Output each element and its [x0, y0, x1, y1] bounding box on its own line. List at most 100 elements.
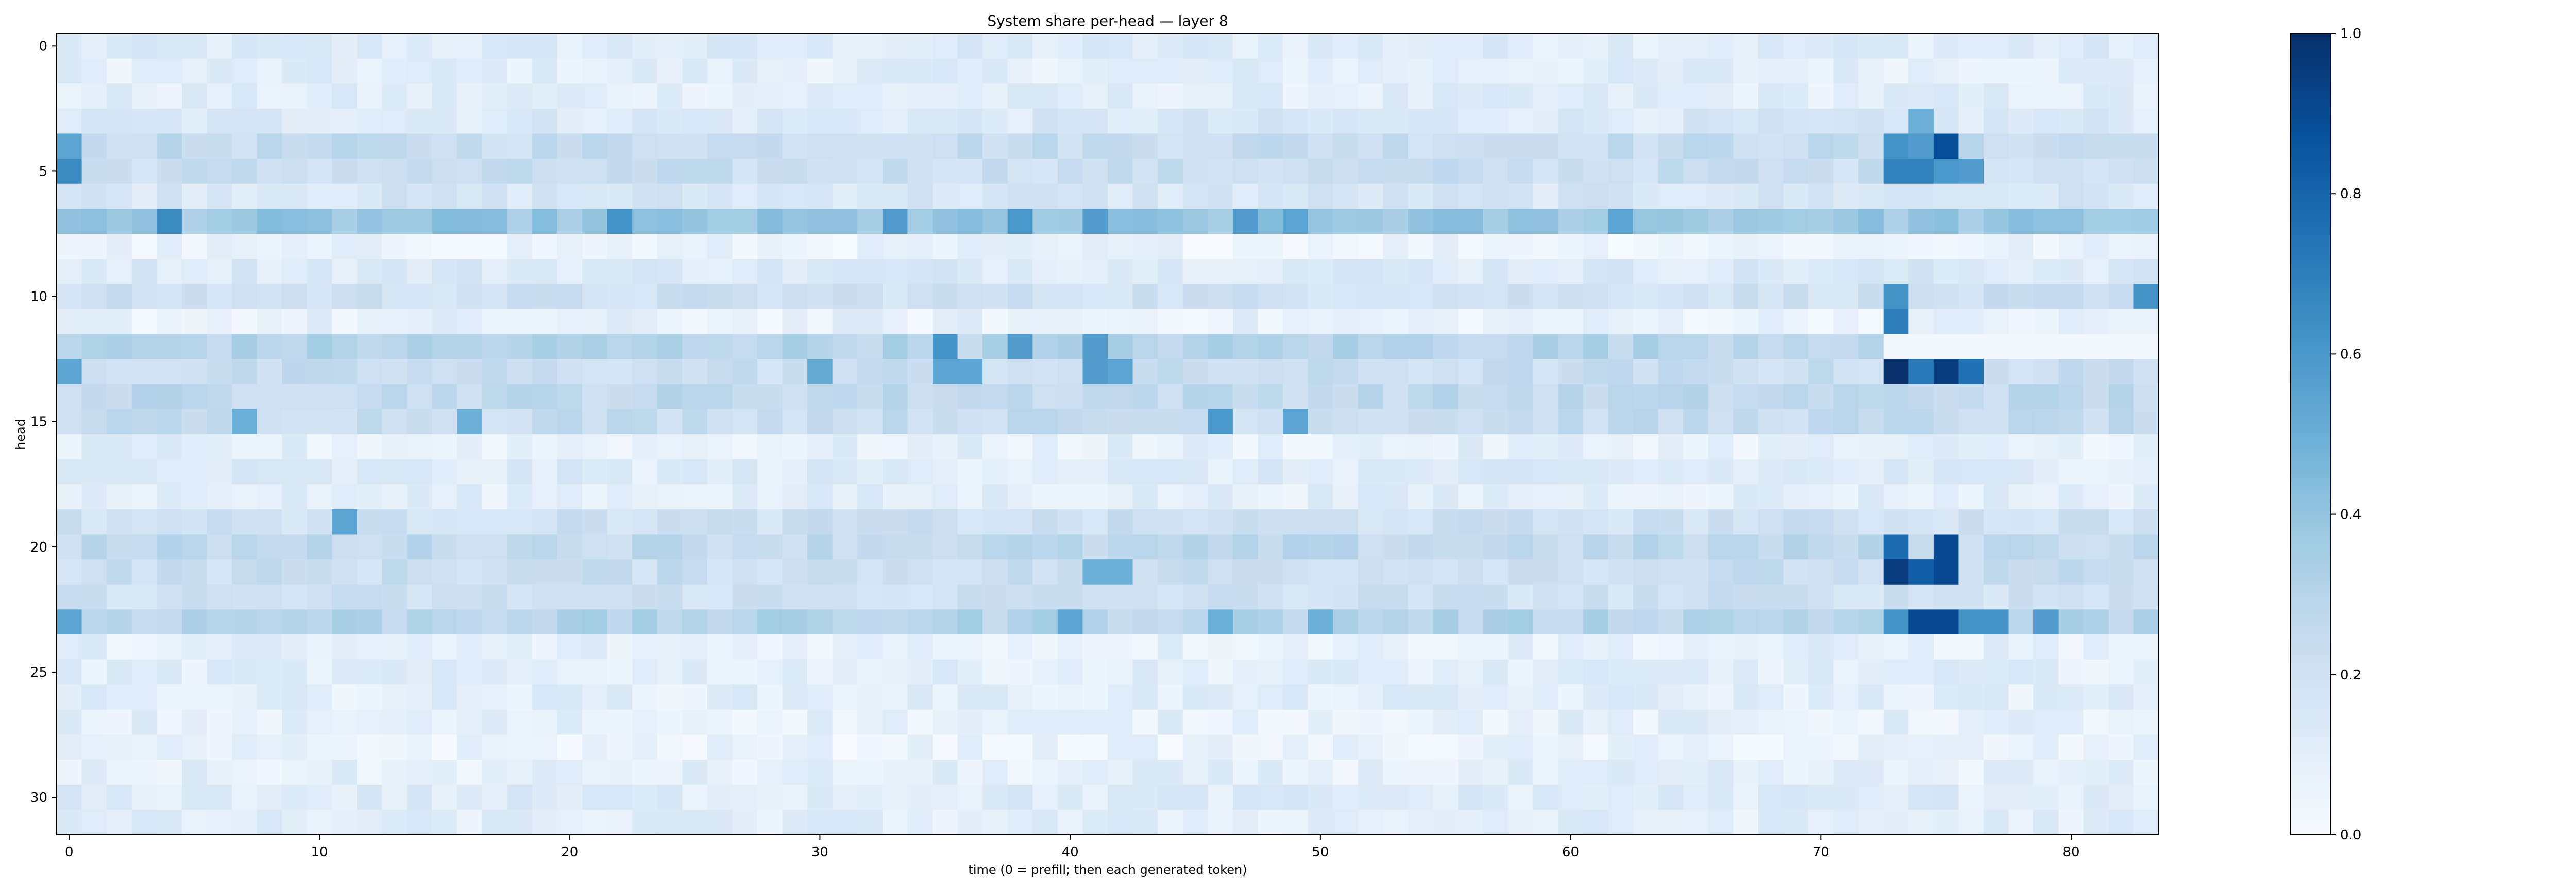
heatmap-cell — [357, 183, 383, 209]
heatmap-cell — [1984, 108, 2009, 134]
heatmap-cell — [1984, 159, 2009, 184]
heatmap-cell — [1308, 484, 1333, 510]
heatmap-cell — [1858, 659, 1884, 685]
heatmap-cell — [332, 409, 358, 435]
heatmap-cell — [1032, 108, 1058, 134]
heatmap-cell — [181, 334, 208, 359]
heatmap-cell — [157, 83, 182, 109]
heatmap-cell — [532, 334, 558, 359]
heatmap-cell — [1733, 159, 1759, 184]
heatmap-cell — [1132, 108, 1158, 134]
heatmap-cell — [1283, 459, 1309, 485]
heatmap-cell — [732, 58, 758, 84]
heatmap-cell — [282, 559, 308, 585]
heatmap-cell — [1758, 308, 1784, 335]
heatmap-cell — [982, 684, 1008, 710]
heatmap-cell — [407, 534, 433, 560]
heatmap-cell — [1708, 584, 1734, 610]
colorbar-tick-label: 0.6 — [2340, 347, 2361, 362]
heatmap-cell — [1733, 384, 1759, 409]
heatmap-cell — [582, 484, 608, 510]
heatmap-cell — [1132, 484, 1158, 510]
heatmap-cell — [257, 259, 282, 284]
heatmap-cell — [332, 259, 358, 284]
heatmap-cell — [1208, 584, 1233, 610]
heatmap-cell — [957, 234, 983, 260]
heatmap-cell — [1383, 434, 1409, 460]
heatmap-cell — [131, 659, 157, 685]
heatmap-cell — [507, 760, 533, 785]
heatmap-cell — [1883, 684, 1909, 710]
heatmap-cell — [2033, 584, 2059, 610]
heatmap-cell — [1258, 459, 1283, 485]
heatmap-cell — [732, 409, 758, 435]
heatmap-cell — [757, 784, 783, 810]
heatmap-cell — [307, 559, 332, 585]
heatmap-cell — [1057, 284, 1083, 310]
heatmap-cell — [1833, 559, 1859, 585]
heatmap-cell — [207, 559, 232, 585]
heatmap-cell — [1032, 133, 1058, 159]
heatmap-cell — [1984, 359, 2009, 385]
heatmap-cell — [1458, 784, 1484, 810]
heatmap-cell — [1683, 33, 1709, 59]
heatmap-cell — [657, 384, 683, 409]
heatmap-cell — [632, 359, 658, 385]
heatmap-cell — [807, 234, 833, 260]
heatmap-cell — [107, 108, 132, 134]
heatmap-cell — [682, 409, 708, 435]
heatmap-cell — [2108, 259, 2134, 284]
heatmap-cell — [382, 484, 408, 510]
heatmap-cell — [1007, 434, 1033, 460]
heatmap-cell — [807, 33, 833, 59]
heatmap-cell — [1258, 559, 1283, 585]
heatmap-cell — [207, 334, 232, 359]
colorbar-tick-label: 0.2 — [2340, 667, 2361, 683]
heatmap-cell — [1508, 659, 1534, 685]
heatmap-cell — [207, 108, 232, 134]
heatmap-cell — [757, 459, 783, 485]
heatmap-cell — [1383, 459, 1409, 485]
heatmap-cell — [1032, 760, 1058, 785]
heatmap-cell — [2108, 684, 2134, 710]
heatmap-cell — [607, 760, 633, 785]
heatmap-cell — [457, 409, 483, 435]
heatmap-cell — [1633, 634, 1659, 660]
heatmap-cell — [957, 609, 983, 635]
heatmap-cell — [1658, 209, 1684, 234]
heatmap-cell — [1383, 159, 1409, 184]
heatmap-cell — [407, 484, 433, 510]
heatmap-cell — [1508, 334, 1534, 359]
heatmap-cell — [2133, 334, 2159, 359]
heatmap-cell — [907, 760, 933, 785]
heatmap-cell — [1408, 459, 1434, 485]
heatmap-cell — [782, 183, 808, 209]
heatmap-cell — [2108, 359, 2134, 385]
heatmap-cell — [1132, 584, 1158, 610]
heatmap-cell — [81, 459, 107, 485]
heatmap-cell — [1933, 284, 1959, 310]
heatmap-cell — [832, 334, 858, 359]
heatmap-cell — [1733, 83, 1759, 109]
heatmap-cell — [933, 308, 958, 335]
heatmap-cell — [1783, 659, 1809, 685]
heatmap-cell — [707, 784, 733, 810]
heatmap-cell — [1007, 334, 1033, 359]
heatmap-cell — [707, 183, 733, 209]
heatmap-cell — [1683, 259, 1709, 284]
heatmap-cell — [257, 384, 282, 409]
heatmap-cell — [1733, 33, 1759, 59]
heatmap-cell — [1057, 509, 1083, 535]
heatmap-cell — [1182, 359, 1208, 385]
heatmap-cell — [1883, 584, 1909, 610]
heatmap-cell — [1458, 334, 1484, 359]
heatmap-cell — [332, 159, 358, 184]
heatmap-cell — [1258, 784, 1283, 810]
heatmap-cell — [1508, 609, 1534, 635]
heatmap-cell — [1858, 83, 1884, 109]
heatmap-cell — [457, 559, 483, 585]
heatmap-cell — [557, 159, 583, 184]
heatmap-cell — [1333, 559, 1359, 585]
heatmap-cell — [332, 384, 358, 409]
